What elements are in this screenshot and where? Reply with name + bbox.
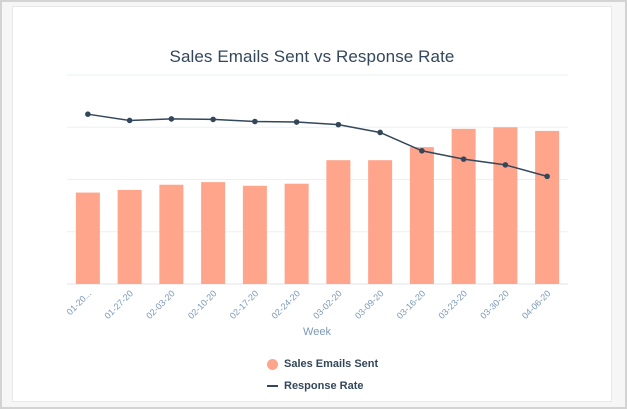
- line-point: [252, 118, 258, 125]
- bar: [451, 128, 476, 284]
- line-point: [335, 121, 342, 128]
- line-point: [85, 111, 91, 117]
- chart-card: Sales Emails Sent vs Response Rate 01-20…: [12, 6, 612, 402]
- line-point: [544, 173, 550, 180]
- x-tick-label: 01-27-20: [102, 288, 135, 321]
- line-swatch-icon: [267, 385, 278, 387]
- chart-title: Sales Emails Sent vs Response Rate: [169, 47, 455, 66]
- bar-series: [75, 127, 560, 284]
- line-point: [168, 116, 175, 122]
- response-rate-line: [87, 113, 548, 178]
- x-tick-label: 03-09-20: [353, 288, 386, 321]
- line-point: [126, 117, 133, 124]
- x-tick-label: 02-03-20: [144, 288, 177, 321]
- x-tick-label: 01-20...: [65, 288, 94, 317]
- line-point: [293, 119, 300, 125]
- bar: [201, 182, 226, 284]
- x-tick-label: 03-16-20: [395, 288, 428, 321]
- legend-item-line[interactable]: Response Rate: [267, 375, 378, 397]
- bar: [75, 192, 100, 284]
- line-point: [419, 147, 425, 154]
- bar: [493, 127, 518, 284]
- legend-label-bars: Sales Emails Sent: [284, 358, 379, 370]
- bar: [535, 130, 560, 284]
- bar: [242, 185, 267, 284]
- bar: [159, 184, 184, 284]
- line-point: [502, 162, 509, 168]
- x-axis-label: Week: [303, 326, 331, 338]
- chart-plot: 01-20... 01-27-20 02-03-20 02-10-20 02-17-20…: [65, 74, 568, 338]
- gridlines: [67, 74, 568, 285]
- bar: [368, 160, 393, 284]
- bar-swatch-icon: [267, 358, 278, 370]
- line-series: [85, 111, 550, 180]
- x-tick-label: 02-17-20: [228, 288, 261, 321]
- x-axis-ticks: 01-20... 01-27-20 02-03-20 02-10-20 02-17-20…: [65, 288, 553, 321]
- chart-legend: Sales Emails Sent Response Rate: [267, 353, 378, 397]
- x-tick-label: 03-02-20: [311, 288, 344, 321]
- bar: [409, 147, 434, 284]
- legend-label-line: Response Rate: [284, 380, 364, 392]
- x-tick-label: 03-30-20: [478, 288, 511, 321]
- bar: [326, 160, 351, 284]
- x-tick-label: 02-10-20: [186, 288, 219, 321]
- x-tick-label: 04-06-20: [520, 288, 553, 321]
- bar: [117, 189, 142, 284]
- x-tick-label: 03-23-20: [436, 288, 469, 321]
- bar: [284, 183, 309, 284]
- line-point: [377, 129, 383, 136]
- legend-item-bars[interactable]: Sales Emails Sent: [267, 353, 378, 375]
- line-point: [460, 156, 467, 162]
- line-point: [210, 116, 216, 123]
- x-tick-label: 02-24-20: [269, 288, 302, 321]
